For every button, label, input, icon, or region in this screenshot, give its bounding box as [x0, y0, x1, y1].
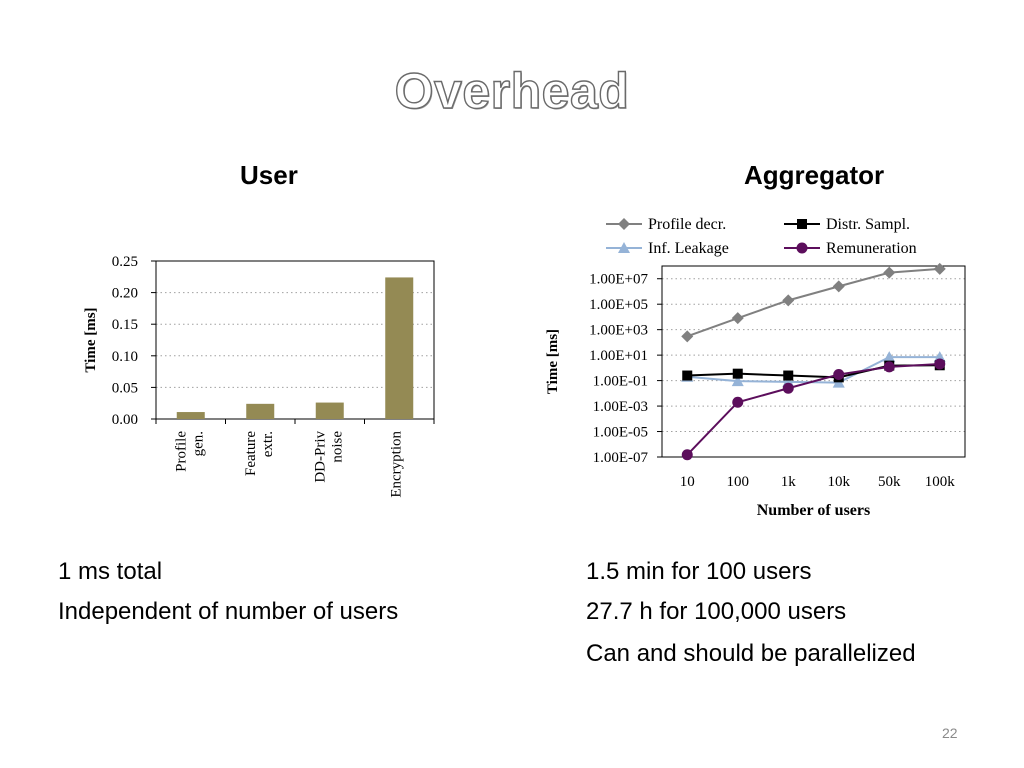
right-bullet-1: 1.5 min for 100 users	[586, 558, 812, 585]
series-point	[933, 351, 946, 363]
bar-ytick-label: 0.20	[112, 286, 138, 302]
left-bullet-1: 1 ms total	[58, 558, 163, 585]
line-ytick-label: 1.00E+03	[589, 323, 648, 339]
series-point	[933, 262, 946, 275]
bar-ytick-label: 0.10	[112, 349, 138, 365]
right-bullet-3: Can and should be parallelized	[586, 640, 916, 667]
line-ytick-label: 1.00E-05	[593, 425, 648, 441]
legend-label: Remuneration	[826, 240, 917, 257]
series-point	[732, 368, 743, 379]
series-point	[731, 312, 744, 325]
bar-ytick-label: 0.15	[112, 317, 138, 333]
legend-label: Distr. Sampl.	[826, 216, 910, 233]
line-xtick-label: 1k	[781, 474, 797, 490]
series-point	[782, 294, 795, 307]
left-bullet-2: Independent of number of users	[58, 598, 399, 625]
line-ytick-label: 1.00E-03	[593, 399, 648, 415]
series-point	[883, 351, 896, 363]
bar-ytick-label: 0.05	[112, 380, 138, 396]
series-point	[934, 358, 946, 370]
line-ytick-label: 1.00E-07	[593, 450, 649, 466]
bar-ytick-label: 0.00	[112, 412, 138, 428]
bar-category-label: DD-Priv	[312, 431, 328, 483]
bar-category-label: Feature	[243, 431, 259, 476]
bar-category-label: extr.	[260, 431, 276, 457]
bar	[176, 412, 205, 419]
line-y-axis-label: Time [ms]	[545, 329, 561, 394]
line-xtick-label: 10	[680, 474, 695, 490]
line-xtick-label: 100k	[925, 474, 956, 490]
series-point	[681, 330, 694, 343]
legend-marker	[797, 219, 807, 229]
line-x-axis-label: Number of users	[757, 502, 870, 519]
series-point	[883, 266, 896, 279]
series-point	[682, 370, 693, 381]
legend-marker	[618, 218, 630, 230]
series-point	[732, 396, 744, 408]
aggregator-panel-title: Aggregator	[744, 160, 885, 190]
legend-marker	[796, 242, 808, 254]
series-point	[833, 369, 845, 381]
series-point	[783, 370, 794, 381]
series-point	[731, 375, 744, 387]
bar-ytick-label: 0.25	[112, 254, 138, 270]
series-point	[681, 449, 693, 461]
bar	[315, 402, 344, 419]
line-ytick-label: 1.00E+01	[589, 348, 648, 364]
series-point	[883, 361, 895, 373]
series-line	[687, 356, 940, 384]
bar	[246, 403, 275, 419]
slide-title: Overhead	[394, 62, 630, 119]
line-ytick-label: 1.00E+07	[589, 272, 648, 288]
line-xtick-label: 50k	[878, 474, 901, 490]
bar-category-label: Profile	[173, 431, 189, 472]
legend-marker	[618, 242, 630, 253]
legend-label: Inf. Leakage	[648, 240, 729, 257]
user-bar-chart: 0.00 0.05 0.10 0.15 0.20 0.25 Profile gen. Featu…	[83, 254, 435, 498]
user-panel-title: User	[240, 160, 298, 190]
line-xtick-label: 100	[727, 474, 750, 490]
series-point	[782, 382, 794, 394]
bar-category-label: Encryption	[388, 431, 404, 498]
line-plot-frame	[661, 265, 966, 458]
right-bullet-2: 27.7 h for 100,000 users	[586, 598, 847, 625]
aggregator-line-chart: 1.00E-07 1.00E-05 1.00E-03 1.00E-01 1.00E+01…	[545, 216, 966, 519]
series-point	[832, 280, 845, 293]
bar	[385, 277, 414, 419]
bar-category-label: gen.	[190, 431, 206, 456]
legend-label: Profile decr.	[648, 216, 726, 233]
series-line	[686, 363, 940, 456]
page-number: 22	[942, 725, 958, 741]
line-xtick-label: 10k	[828, 474, 851, 490]
line-ytick-label: 1.00E-01	[593, 374, 648, 390]
line-ytick-label: 1.00E+05	[589, 297, 648, 313]
bar-y-axis-label: Time [ms]	[83, 307, 99, 372]
bar-category-label: noise	[329, 431, 345, 463]
series-line	[686, 267, 940, 338]
